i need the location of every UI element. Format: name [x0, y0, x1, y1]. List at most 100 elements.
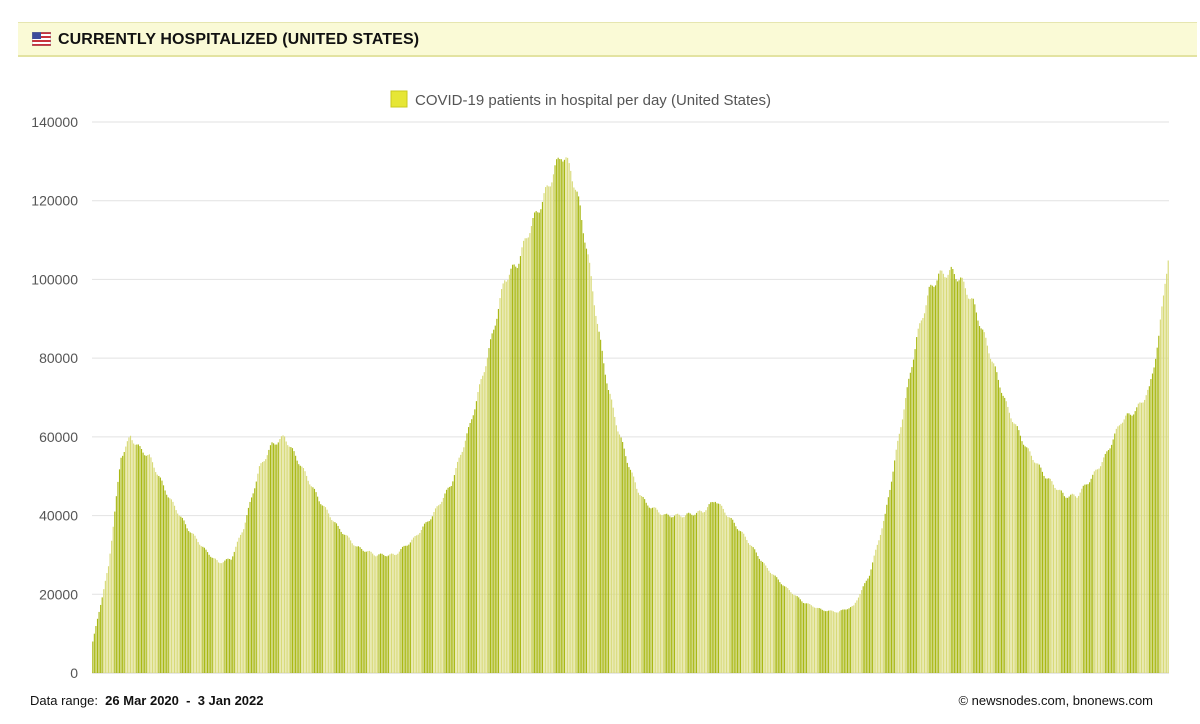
- bar[interactable]: [334, 522, 336, 673]
- bar[interactable]: [225, 559, 227, 673]
- bar[interactable]: [357, 546, 360, 673]
- bar[interactable]: [1159, 319, 1161, 673]
- bar[interactable]: [614, 416, 616, 673]
- bar[interactable]: [607, 390, 610, 673]
- bar[interactable]: [464, 440, 466, 673]
- bar[interactable]: [346, 535, 349, 673]
- bar[interactable]: [741, 531, 743, 673]
- bar[interactable]: [241, 532, 243, 673]
- bar[interactable]: [530, 226, 533, 673]
- bar[interactable]: [453, 475, 455, 673]
- bar[interactable]: [581, 220, 583, 673]
- bar[interactable]: [183, 520, 185, 673]
- bar[interactable]: [706, 507, 709, 673]
- bar[interactable]: [784, 586, 786, 673]
- bar[interactable]: [431, 516, 433, 673]
- bar[interactable]: [559, 159, 561, 673]
- bar[interactable]: [178, 515, 180, 673]
- bar[interactable]: [809, 604, 811, 673]
- bar[interactable]: [996, 372, 998, 673]
- bar[interactable]: [989, 358, 992, 673]
- bar[interactable]: [1049, 478, 1051, 673]
- bar[interactable]: [280, 436, 283, 673]
- bar[interactable]: [442, 497, 444, 673]
- bar[interactable]: [952, 269, 954, 673]
- bar[interactable]: [1074, 496, 1077, 673]
- bar[interactable]: [255, 481, 257, 673]
- bar[interactable]: [441, 501, 443, 673]
- bar[interactable]: [760, 560, 762, 673]
- bar[interactable]: [788, 590, 790, 673]
- bar[interactable]: [972, 298, 974, 673]
- bar[interactable]: [1150, 379, 1152, 673]
- bar[interactable]: [458, 457, 460, 673]
- bar[interactable]: [479, 384, 481, 673]
- bar[interactable]: [276, 444, 278, 673]
- bar[interactable]: [449, 486, 451, 673]
- bar[interactable]: [570, 170, 572, 673]
- bar[interactable]: [203, 547, 205, 673]
- bar[interactable]: [501, 289, 503, 673]
- bar[interactable]: [980, 328, 982, 673]
- bar[interactable]: [890, 481, 893, 673]
- bar[interactable]: [317, 496, 319, 673]
- bar[interactable]: [629, 469, 632, 673]
- bar[interactable]: [1140, 402, 1143, 673]
- bar[interactable]: [214, 558, 216, 673]
- bar[interactable]: [681, 517, 683, 673]
- bar[interactable]: [567, 157, 569, 673]
- bar[interactable]: [664, 514, 666, 673]
- bar[interactable]: [810, 605, 812, 673]
- bar[interactable]: [151, 462, 154, 673]
- bar[interactable]: [606, 383, 608, 673]
- bar[interactable]: [101, 597, 103, 673]
- bar[interactable]: [96, 618, 99, 673]
- bar[interactable]: [1120, 423, 1122, 673]
- bar[interactable]: [403, 545, 405, 673]
- bar[interactable]: [532, 218, 534, 673]
- bar[interactable]: [134, 444, 136, 673]
- bar[interactable]: [455, 468, 457, 673]
- bar[interactable]: [263, 461, 265, 673]
- bar[interactable]: [269, 445, 272, 673]
- bar[interactable]: [906, 387, 908, 673]
- bar[interactable]: [923, 313, 926, 673]
- bar[interactable]: [538, 212, 540, 673]
- bar[interactable]: [578, 196, 580, 673]
- bar[interactable]: [966, 294, 968, 673]
- bar[interactable]: [700, 511, 702, 673]
- bar[interactable]: [95, 626, 97, 673]
- bar[interactable]: [109, 553, 111, 673]
- bar[interactable]: [584, 242, 586, 674]
- bar[interactable]: [771, 574, 773, 673]
- bar[interactable]: [1142, 402, 1144, 673]
- bar[interactable]: [445, 489, 448, 673]
- bar[interactable]: [1103, 457, 1105, 673]
- bar[interactable]: [516, 268, 518, 673]
- bar[interactable]: [909, 372, 911, 673]
- bar[interactable]: [969, 299, 971, 673]
- bar[interactable]: [967, 298, 970, 673]
- bar[interactable]: [656, 509, 658, 673]
- bar[interactable]: [634, 482, 636, 673]
- bar[interactable]: [804, 603, 806, 673]
- bar[interactable]: [917, 328, 919, 673]
- bar[interactable]: [199, 544, 201, 673]
- bar[interactable]: [249, 501, 251, 673]
- bar[interactable]: [780, 584, 782, 673]
- bar[interactable]: [287, 445, 289, 673]
- bar[interactable]: [370, 551, 372, 673]
- bar[interactable]: [692, 515, 694, 673]
- bar[interactable]: [865, 580, 867, 673]
- bar[interactable]: [757, 556, 759, 673]
- bar[interactable]: [840, 610, 842, 673]
- bar[interactable]: [680, 516, 682, 673]
- bar[interactable]: [1015, 424, 1017, 673]
- bar[interactable]: [1076, 497, 1078, 673]
- bar[interactable]: [200, 546, 202, 673]
- bar[interactable]: [744, 536, 746, 673]
- bar[interactable]: [633, 476, 635, 673]
- bar[interactable]: [232, 556, 234, 673]
- bar[interactable]: [1056, 489, 1058, 673]
- bar[interactable]: [751, 545, 753, 673]
